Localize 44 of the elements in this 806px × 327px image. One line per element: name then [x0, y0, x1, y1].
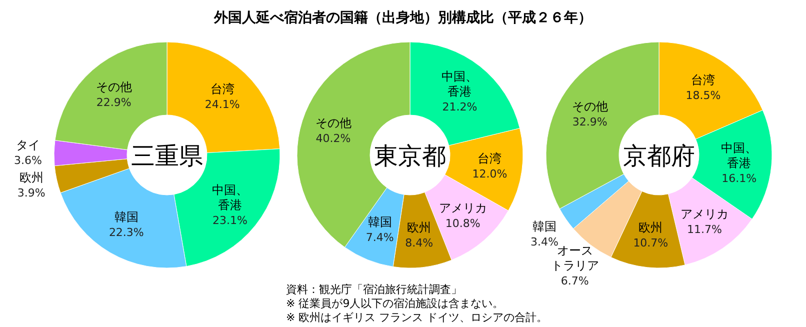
text: 外国人延べ宿泊者の国籍（出身地）別構成比（平成２６年）	[213, 9, 592, 26]
data-label: 21.2%	[442, 100, 478, 114]
data-label: 23.1%	[212, 214, 248, 228]
text: 三重県	[131, 142, 203, 170]
data-label: 22.9%	[96, 96, 132, 109]
text: ※ 従業員が9人以下の宿泊施設は含まない。	[286, 297, 504, 310]
data-label: 10.7%	[633, 236, 668, 250]
slice-label: 韓国	[114, 210, 138, 224]
data-label: 10.8%	[445, 217, 480, 230]
data-label: 3.6%	[14, 154, 42, 168]
slice-label: 台湾	[210, 82, 234, 96]
slice-label: 中国、香港	[721, 140, 758, 170]
slice-label: 欧州	[638, 220, 663, 235]
slice-label: その他	[96, 80, 132, 94]
slice-label: 台湾	[691, 73, 716, 88]
data-label: 16.1%	[722, 172, 757, 185]
data-label: 24.1%	[204, 98, 240, 112]
data-label: 3.4%	[530, 235, 559, 248]
slice-label: 韓国	[532, 219, 557, 234]
data-label: 7.4%	[366, 231, 394, 244]
slice-label: タイ	[16, 138, 40, 152]
slice-label: 欧州	[407, 220, 432, 234]
slice-label: その他	[315, 116, 352, 130]
text: 東京都	[374, 142, 446, 170]
data-label: 12.0%	[472, 168, 508, 181]
slice-label: 中国、香港	[442, 70, 478, 99]
data-label: 18.5%	[686, 89, 721, 102]
data-label: 3.9%	[17, 186, 46, 200]
data-label: 6.7%	[560, 274, 589, 288]
data-label: 22.3%	[108, 226, 144, 240]
slice-label: 韓国	[368, 215, 392, 230]
data-label: 8.4%	[405, 236, 434, 250]
text: 資料：観光庁「宿泊旅行統計調査」	[286, 283, 462, 296]
slice-label: 中国、香港	[212, 183, 248, 212]
slice-label: 欧州	[19, 170, 44, 185]
data-label: 11.7%	[686, 222, 722, 236]
slice-label: 台湾	[478, 152, 502, 166]
data-label: 32.9%	[572, 115, 608, 128]
text: ※ 欧州はイギリス フランス ドイツ、ロシアの合計。	[286, 311, 548, 324]
data-label: 40.2%	[316, 132, 351, 146]
slice-label: アメリカ	[438, 201, 487, 216]
slice-label: その他	[572, 99, 608, 114]
slice-label: アメリカ	[680, 206, 728, 221]
text: 京都府	[623, 142, 695, 170]
